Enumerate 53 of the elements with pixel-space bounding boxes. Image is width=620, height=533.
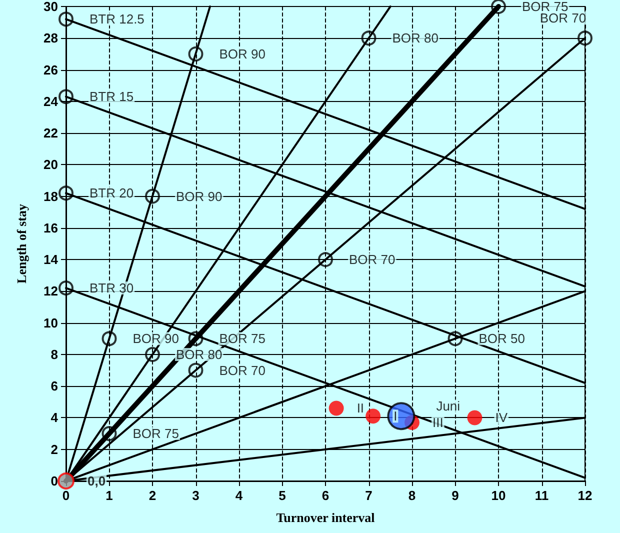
x-tick-label: 5	[278, 488, 286, 503]
data-label: BOR 50	[478, 331, 525, 346]
data-label: BOR 90	[176, 188, 222, 204]
x-tick-label: 12	[578, 488, 592, 503]
data-label: BOR 90	[132, 331, 179, 346]
data-label: BOR 80	[176, 346, 222, 362]
y-tick-label: 0	[50, 474, 58, 488]
x-tick-label: 10	[491, 488, 506, 503]
y-tick-label: 12	[44, 284, 58, 299]
data-label: BOR 70	[349, 252, 396, 268]
data-label: BOR 75	[132, 426, 179, 442]
data-label: IV	[495, 410, 508, 426]
data-label: BTR 12.5	[90, 12, 144, 27]
data-label: BOR 80	[392, 30, 438, 46]
data-label: BTR 15	[90, 89, 134, 104]
y-tick-label: 20	[44, 157, 58, 172]
y-tick-label: 8	[50, 346, 58, 362]
x-tick-label: 2	[148, 488, 156, 503]
x-tick-label: 3	[192, 488, 200, 503]
y-tick-label: 2	[50, 442, 58, 457]
y-tick-label: 28	[44, 30, 58, 46]
data-label: BOR 90	[219, 46, 266, 62]
data-label: Juni	[436, 398, 460, 414]
data-label: BOR 70	[219, 362, 266, 378]
x-tick-label: 0	[62, 488, 70, 503]
y-tick-label: 4	[50, 410, 59, 426]
data-label: I	[394, 408, 398, 424]
data-label: BOR 75	[522, 0, 568, 14]
y-tick-label: 18	[44, 188, 58, 204]
y-tick-label: 6	[50, 378, 58, 394]
y-tick-label: 24	[44, 94, 59, 109]
y-axis-title: Length of stay	[14, 204, 29, 284]
x-tick-label: 1	[106, 488, 113, 503]
x-tick-label: 8	[408, 488, 416, 503]
x-tick-label: 9	[452, 488, 459, 503]
data-label: 0,0	[88, 474, 106, 488]
y-tick-label: 16	[44, 220, 58, 236]
data-label: III	[432, 414, 444, 430]
x-tick-label: 4	[235, 488, 244, 503]
x-tick-label: 6	[322, 488, 330, 503]
x-tick-label: 7	[365, 488, 372, 503]
x-axis-title: Turnover interval	[276, 510, 376, 525]
y-tick-label: 26	[44, 62, 58, 78]
data-label: BTR 30	[90, 280, 134, 296]
y-tick-label: 10	[44, 315, 58, 330]
x-tick-label: 11	[534, 488, 549, 503]
data-label: II	[356, 400, 364, 416]
data-label: BTR 20	[90, 186, 134, 201]
y-tick-label: 30	[44, 0, 58, 14]
y-tick-label: 22	[44, 126, 58, 141]
data-label: BOR 75	[219, 331, 266, 346]
y-tick-label: 14	[44, 252, 59, 268]
data-label: BOR 70	[540, 10, 586, 26]
